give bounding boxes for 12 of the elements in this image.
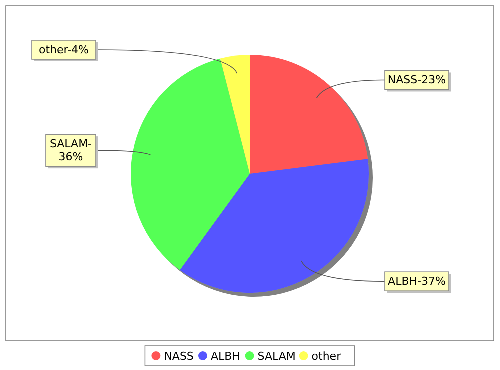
legend-label: ALBH [211, 350, 240, 363]
pie-slice [220, 55, 250, 174]
data-label: NASS-23% [388, 74, 446, 87]
legend-label: NASS [164, 350, 194, 363]
pie-slice [131, 58, 250, 270]
data-label: SALAM-36% [50, 138, 92, 164]
data-label: ALBH-37% [388, 275, 446, 288]
legend-label: SALAM [258, 350, 296, 363]
data-label: other-4% [38, 43, 90, 56]
pie-slice [180, 159, 369, 293]
pie-slice [250, 55, 368, 174]
legend-label: other [312, 350, 342, 363]
